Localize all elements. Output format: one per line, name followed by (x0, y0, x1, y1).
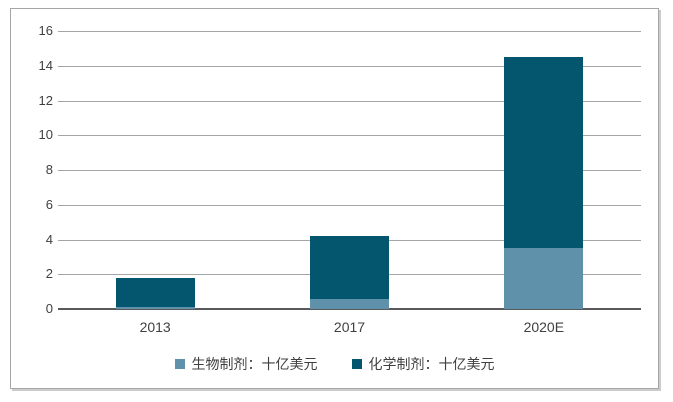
y-tick-label: 10 (38, 127, 53, 143)
y-tick-label: 6 (45, 196, 53, 212)
gridline (58, 100, 641, 102)
legend-item: 生物制剂：十亿美元 (174, 354, 318, 374)
x-tick-label: 2017 (333, 319, 366, 335)
y-tick-label: 12 (38, 92, 53, 108)
chart-frame: 0 2 4 6 8 10 12 14 16 2013 2017 2020E 生物制剂：十亿美元 化学制… (10, 8, 659, 389)
legend-item: 化学制剂：十亿美元 (351, 354, 495, 374)
legend-label: 生物制剂：十亿美元 (191, 356, 318, 372)
bar-segment (504, 248, 584, 309)
bar-segment (310, 298, 389, 309)
x-tick-label: 2013 (139, 319, 171, 335)
y-tick-label: 14 (38, 57, 53, 73)
bar-segment (115, 277, 195, 308)
plot-area (58, 31, 641, 310)
x-axis-line (58, 308, 641, 310)
gridline (58, 170, 641, 171)
bar-segment (115, 307, 195, 309)
y-tick-label: 4 (45, 231, 53, 247)
bar-group-2013 (115, 31, 195, 309)
gridline (58, 31, 641, 32)
bar-segment (310, 236, 389, 299)
bar-group-2017 (310, 31, 389, 309)
legend-label: 化学制剂：十亿美元 (368, 356, 495, 372)
y-tick-label: 0 (45, 301, 53, 316)
x-tick-label: 2020E (523, 319, 565, 335)
legend: 生物制剂：十亿美元 化学制剂：十亿美元 (11, 354, 658, 374)
gridline (58, 135, 641, 137)
legend-swatch (174, 359, 185, 369)
gridline (58, 204, 641, 206)
bar-group-2020E (504, 31, 584, 309)
y-tick-label: 2 (45, 266, 53, 282)
y-tick-label: 16 (38, 23, 53, 38)
legend-swatch (351, 359, 362, 369)
y-tick-label: 8 (45, 162, 53, 177)
gridline (58, 65, 641, 67)
bar-segment (504, 57, 584, 249)
